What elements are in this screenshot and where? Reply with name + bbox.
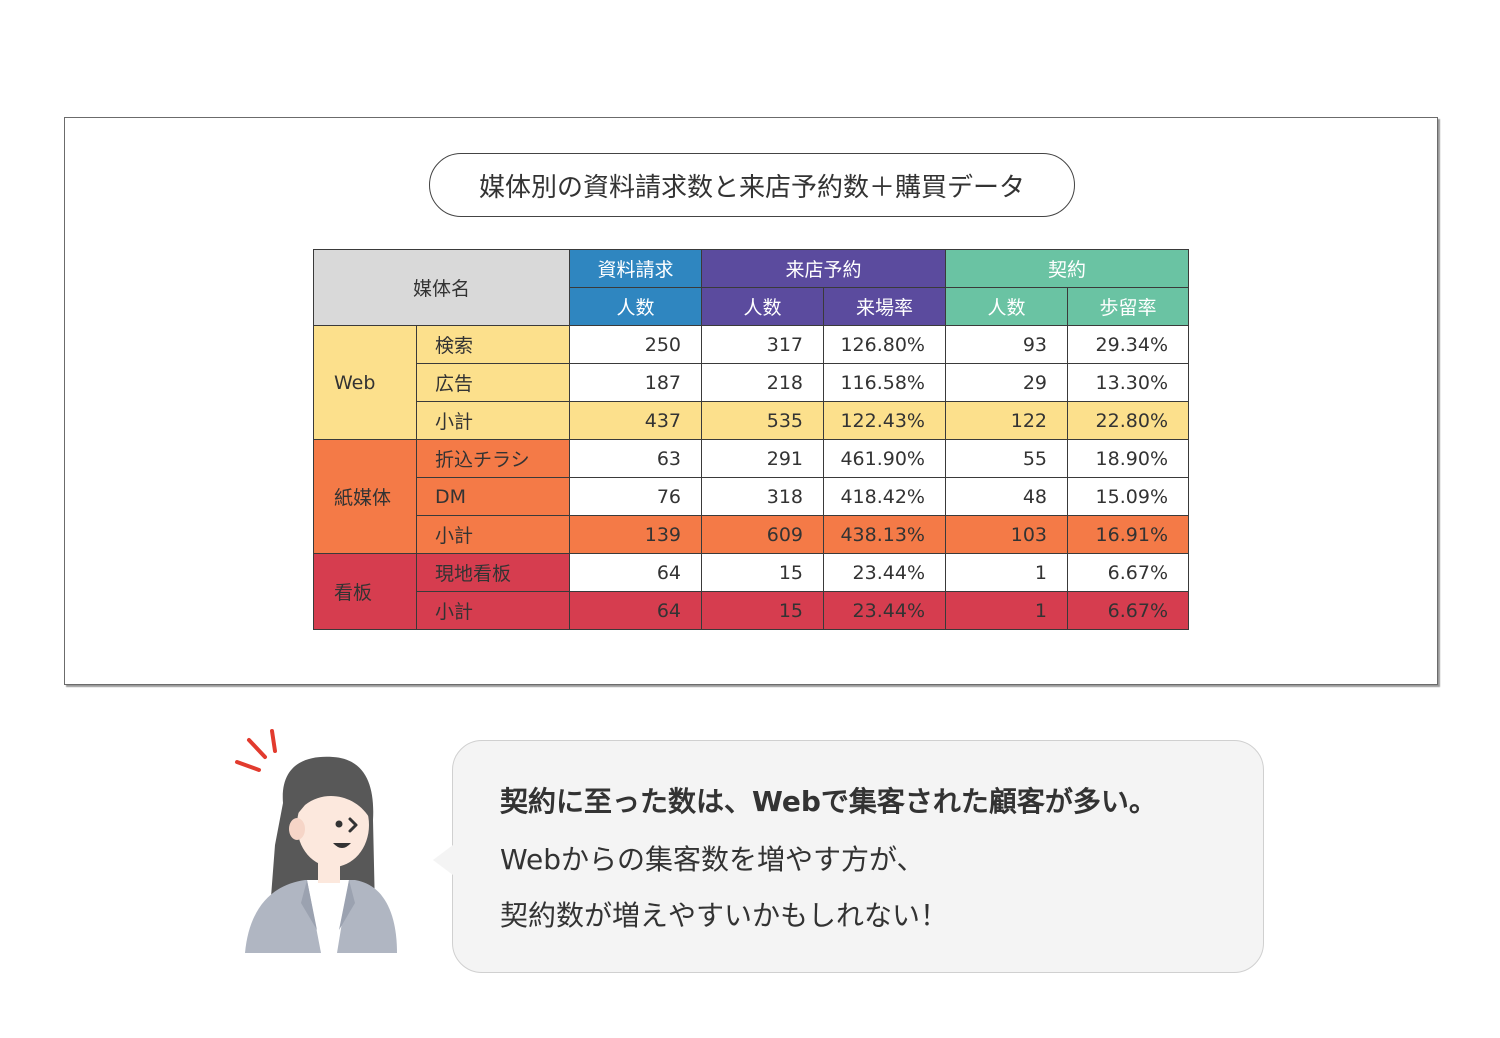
contract-rate-cell: 29.34% [1067,325,1189,364]
table-row: DM 76 318 418.42% 48 15.09% [314,477,1189,516]
speech-line: Webからの集客数を増やす方が、 [500,843,925,876]
speech-bubble [452,740,1264,973]
visit-cell: 535 [701,401,824,440]
visit-rate-cell: 116.58% [823,363,946,402]
speech-line: 契約数が増えやすいかもしれない！ [500,899,949,932]
contract-rate-header: 歩留率 [1067,287,1189,326]
table-title: 媒体別の資料請求数と来店予約数＋購買データ [429,153,1075,217]
visit-cell: 15 [701,591,824,630]
visit-group-header: 来店予約 [701,249,946,288]
request-cell: 187 [569,363,702,402]
speech-line-emphasis: 契約に至った数は、Webで集客された顧客が多い。 [500,785,1157,818]
visit-count-header: 人数 [701,287,824,326]
request-cell: 250 [569,325,702,364]
row-label: DM [416,477,570,516]
request-cell: 64 [569,591,702,630]
table-row: Web 検索 250 317 126.80% 93 29.34% [313,325,1189,440]
contract-cell: 1 [945,553,1068,592]
speech-bubble-tail [433,845,453,875]
row-label: 小計 [416,591,570,630]
visit-rate-cell: 438.13% [823,515,946,554]
contract-rate-cell: 18.90% [1067,439,1189,478]
contract-count-header: 人数 [945,287,1068,326]
group-label-web: Web [313,325,417,440]
contract-rate-cell: 6.67% [1067,553,1189,592]
group-label-signboard: 看板 [313,553,417,630]
visit-cell: 15 [701,553,824,592]
request-cell: 139 [569,515,702,554]
table-row: 紙媒体 折込チラシ 63 291 461.90% 55 18.90% [313,439,1189,554]
visit-rate-cell: 122.43% [823,401,946,440]
visit-rate-cell: 23.44% [823,553,946,592]
media-data-table: 媒体名 資料請求 来店予約 契約 人数 人数 来場率 人数 歩留率 Web 検索… [313,249,1189,630]
visit-rate-cell: 418.42% [823,477,946,516]
visit-rate-header: 来場率 [823,287,946,326]
request-count-header: 人数 [569,287,702,326]
contract-cell: 93 [945,325,1068,364]
table-row-subtotal: 小計 437 535 122.43% 122 22.80% [314,401,1189,440]
visit-rate-cell: 23.44% [823,591,946,630]
table-row: 看板 現地看板 64 15 23.44% 1 6.67% [313,553,1189,630]
contract-rate-cell: 6.67% [1067,591,1189,630]
row-label: 広告 [416,363,570,402]
woman-avatar-illustration [235,729,397,953]
contract-cell: 103 [945,515,1068,554]
contract-cell: 48 [945,477,1068,516]
visit-cell: 291 [701,439,824,478]
request-cell: 64 [569,553,702,592]
table-row-subtotal: 小計 139 609 438.13% 103 16.91% [314,515,1189,554]
contract-rate-cell: 16.91% [1067,515,1189,554]
contract-cell: 122 [945,401,1068,440]
row-label: 折込チラシ [416,439,570,478]
contract-cell: 1 [945,591,1068,630]
request-cell: 76 [569,477,702,516]
row-label: 小計 [416,515,570,554]
request-cell: 63 [569,439,702,478]
row-label: 小計 [416,401,570,440]
visit-cell: 218 [701,363,824,402]
visit-cell: 609 [701,515,824,554]
contract-group-header: 契約 [945,249,1189,288]
row-label: 現地看板 [416,553,570,592]
contract-rate-cell: 15.09% [1067,477,1189,516]
group-label-paper: 紙媒体 [313,439,417,554]
media-name-header: 媒体名 [313,249,570,326]
visit-rate-cell: 461.90% [823,439,946,478]
contract-cell: 55 [945,439,1068,478]
contract-rate-cell: 13.30% [1067,363,1189,402]
request-group-header: 資料請求 [569,249,702,288]
row-label: 検索 [416,325,570,364]
table-row-subtotal: 小計 64 15 23.44% 1 6.67% [314,591,1189,630]
contract-rate-cell: 22.80% [1067,401,1189,440]
table-row: 広告 187 218 116.58% 29 13.30% [314,363,1189,402]
request-cell: 437 [569,401,702,440]
visit-cell: 317 [701,325,824,364]
contract-cell: 29 [945,363,1068,402]
visit-rate-cell: 126.80% [823,325,946,364]
visit-cell: 318 [701,477,824,516]
